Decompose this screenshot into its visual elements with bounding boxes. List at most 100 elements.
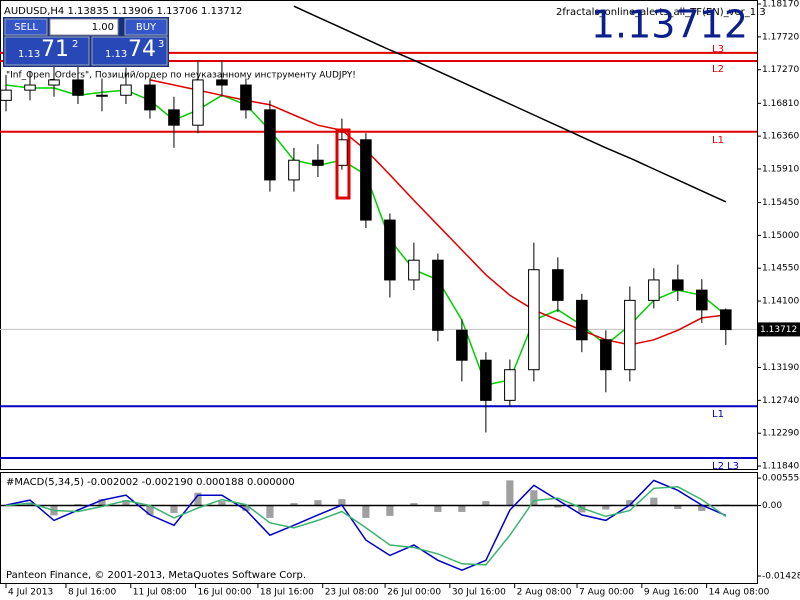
y-tick-label: 1.16810 [762, 99, 799, 109]
x-tick-label: 23 Jul 08:00 [325, 588, 379, 598]
candle-body [264, 109, 276, 181]
candle-body [144, 84, 156, 111]
candle-body [288, 159, 300, 181]
macd-bar [434, 505, 442, 512]
level-label: L2 [712, 64, 724, 75]
macd-bar [170, 505, 178, 513]
macd-bar [362, 505, 370, 518]
x-tick-label: 26 Jul 00:00 [387, 588, 441, 598]
candle-body [0, 89, 12, 101]
y-tick-label: 1.15910 [762, 164, 799, 174]
macd-bar [386, 505, 394, 516]
y-tick-label: 1.12290 [762, 429, 799, 439]
buy-button[interactable] [124, 18, 168, 36]
candle-body [48, 79, 60, 86]
candle-body [672, 279, 684, 291]
candle-body [456, 329, 468, 361]
y-tick-label: 0.005558 [762, 474, 800, 484]
last-price-label: 1.13712 [760, 325, 797, 335]
x-tick-label: 16 Jul 00:00 [198, 588, 252, 598]
macd-bar [602, 505, 610, 510]
indicator-line [293, 5, 727, 203]
x-tick-label: 14 Aug 08:00 [709, 588, 770, 598]
level-label: L1 [712, 135, 724, 146]
macd-bar [698, 505, 706, 511]
y-tick-label: -0.014289 [762, 572, 800, 582]
indicator-line [5, 486, 727, 566]
chart-header: AUDUSD,H4 1.13835 1.13906 1.13706 1.1371… [4, 6, 242, 17]
candle-body [600, 339, 612, 371]
y-tick-label: 0.00 [762, 501, 782, 511]
lot-value[interactable]: 1.00 [92, 22, 114, 33]
last-price-box [758, 322, 800, 337]
candle-body [120, 84, 132, 96]
macd-bar [266, 505, 274, 518]
indicator-name: 2fractals_online_alerts_all_TF(EN)_ver_1… [556, 7, 766, 18]
macd-bar [314, 500, 322, 506]
candle-body [192, 79, 204, 126]
macd-bar [338, 499, 346, 506]
y-tick-label: 1.12740 [762, 396, 799, 406]
macd-bar [650, 497, 658, 506]
sell-price-big: 71 [41, 37, 69, 62]
indicator-line [5, 479, 727, 572]
x-tick-label: 4 Jul 2013 [8, 588, 53, 598]
candle-body [168, 109, 180, 126]
macd-title: #MACD(5,34,5) -0.002002 -0.002190 0.0001… [6, 477, 295, 488]
candle-body [408, 259, 420, 281]
x-tick-label: 11 Jul 08:00 [133, 588, 187, 598]
buy-price-big: 74 [128, 37, 156, 62]
y-tick-label: 1.16360 [762, 132, 799, 142]
level-label: L1 [712, 409, 724, 420]
candle-body [24, 84, 36, 91]
macd-window [0, 472, 758, 584]
macd-bar [410, 503, 418, 506]
y-tick-label: 1.15450 [762, 198, 799, 208]
level-label: L2 L3 [712, 461, 739, 472]
macd-bar [194, 492, 202, 506]
candle-body [360, 139, 372, 221]
macd-bar [218, 501, 226, 506]
candle-body [504, 369, 516, 401]
sell-label[interactable]: SELL [14, 22, 38, 33]
buy-price-prefix: 1.13 [105, 49, 127, 60]
x-tick-label: 30 Jul 16:00 [452, 588, 506, 598]
macd-bar [554, 505, 562, 508]
candle-body [696, 289, 708, 311]
macd-bar [290, 503, 298, 506]
trade-panel: SELL 1.00 BUY 1.13 71 2 1.13 74 3 [3, 17, 169, 67]
candle-body [432, 259, 444, 331]
candle-body [312, 159, 324, 166]
macd-bar [458, 505, 466, 512]
x-tick-label: 8 Jul 16:00 [68, 588, 117, 598]
buy-label[interactable]: BUY [136, 22, 157, 33]
macd-bar [482, 501, 490, 506]
sell-price-box[interactable] [4, 36, 90, 66]
y-tick-label: 1.13190 [762, 363, 799, 373]
buy-price-box[interactable] [91, 36, 168, 66]
big-price: 1.13712 [591, 3, 748, 47]
candle-body [96, 94, 108, 97]
candle-body [576, 299, 588, 341]
candle-body [216, 79, 228, 86]
macd-bar [506, 480, 514, 506]
alert-text: "Inf_Open_Orders", Позиций/ордер по неук… [6, 71, 356, 81]
y-tick-label: 1.14550 [762, 264, 799, 274]
copyright: Panteon Finance, © 2001-2013, MetaQuotes… [6, 570, 306, 581]
macd-bar [626, 500, 634, 506]
sell-button[interactable] [4, 18, 48, 36]
highlight-box [335, 128, 351, 200]
y-tick-label: 1.15000 [762, 231, 799, 241]
candle-body [240, 84, 252, 111]
candle-body [72, 79, 84, 96]
y-tick-label: 1.14100 [762, 297, 799, 307]
level-label: L3 [712, 44, 724, 55]
candle-body [720, 309, 732, 331]
y-tick-label: 1.17270 [762, 65, 799, 75]
lot-input[interactable] [49, 18, 119, 36]
macd-bar [578, 505, 586, 513]
